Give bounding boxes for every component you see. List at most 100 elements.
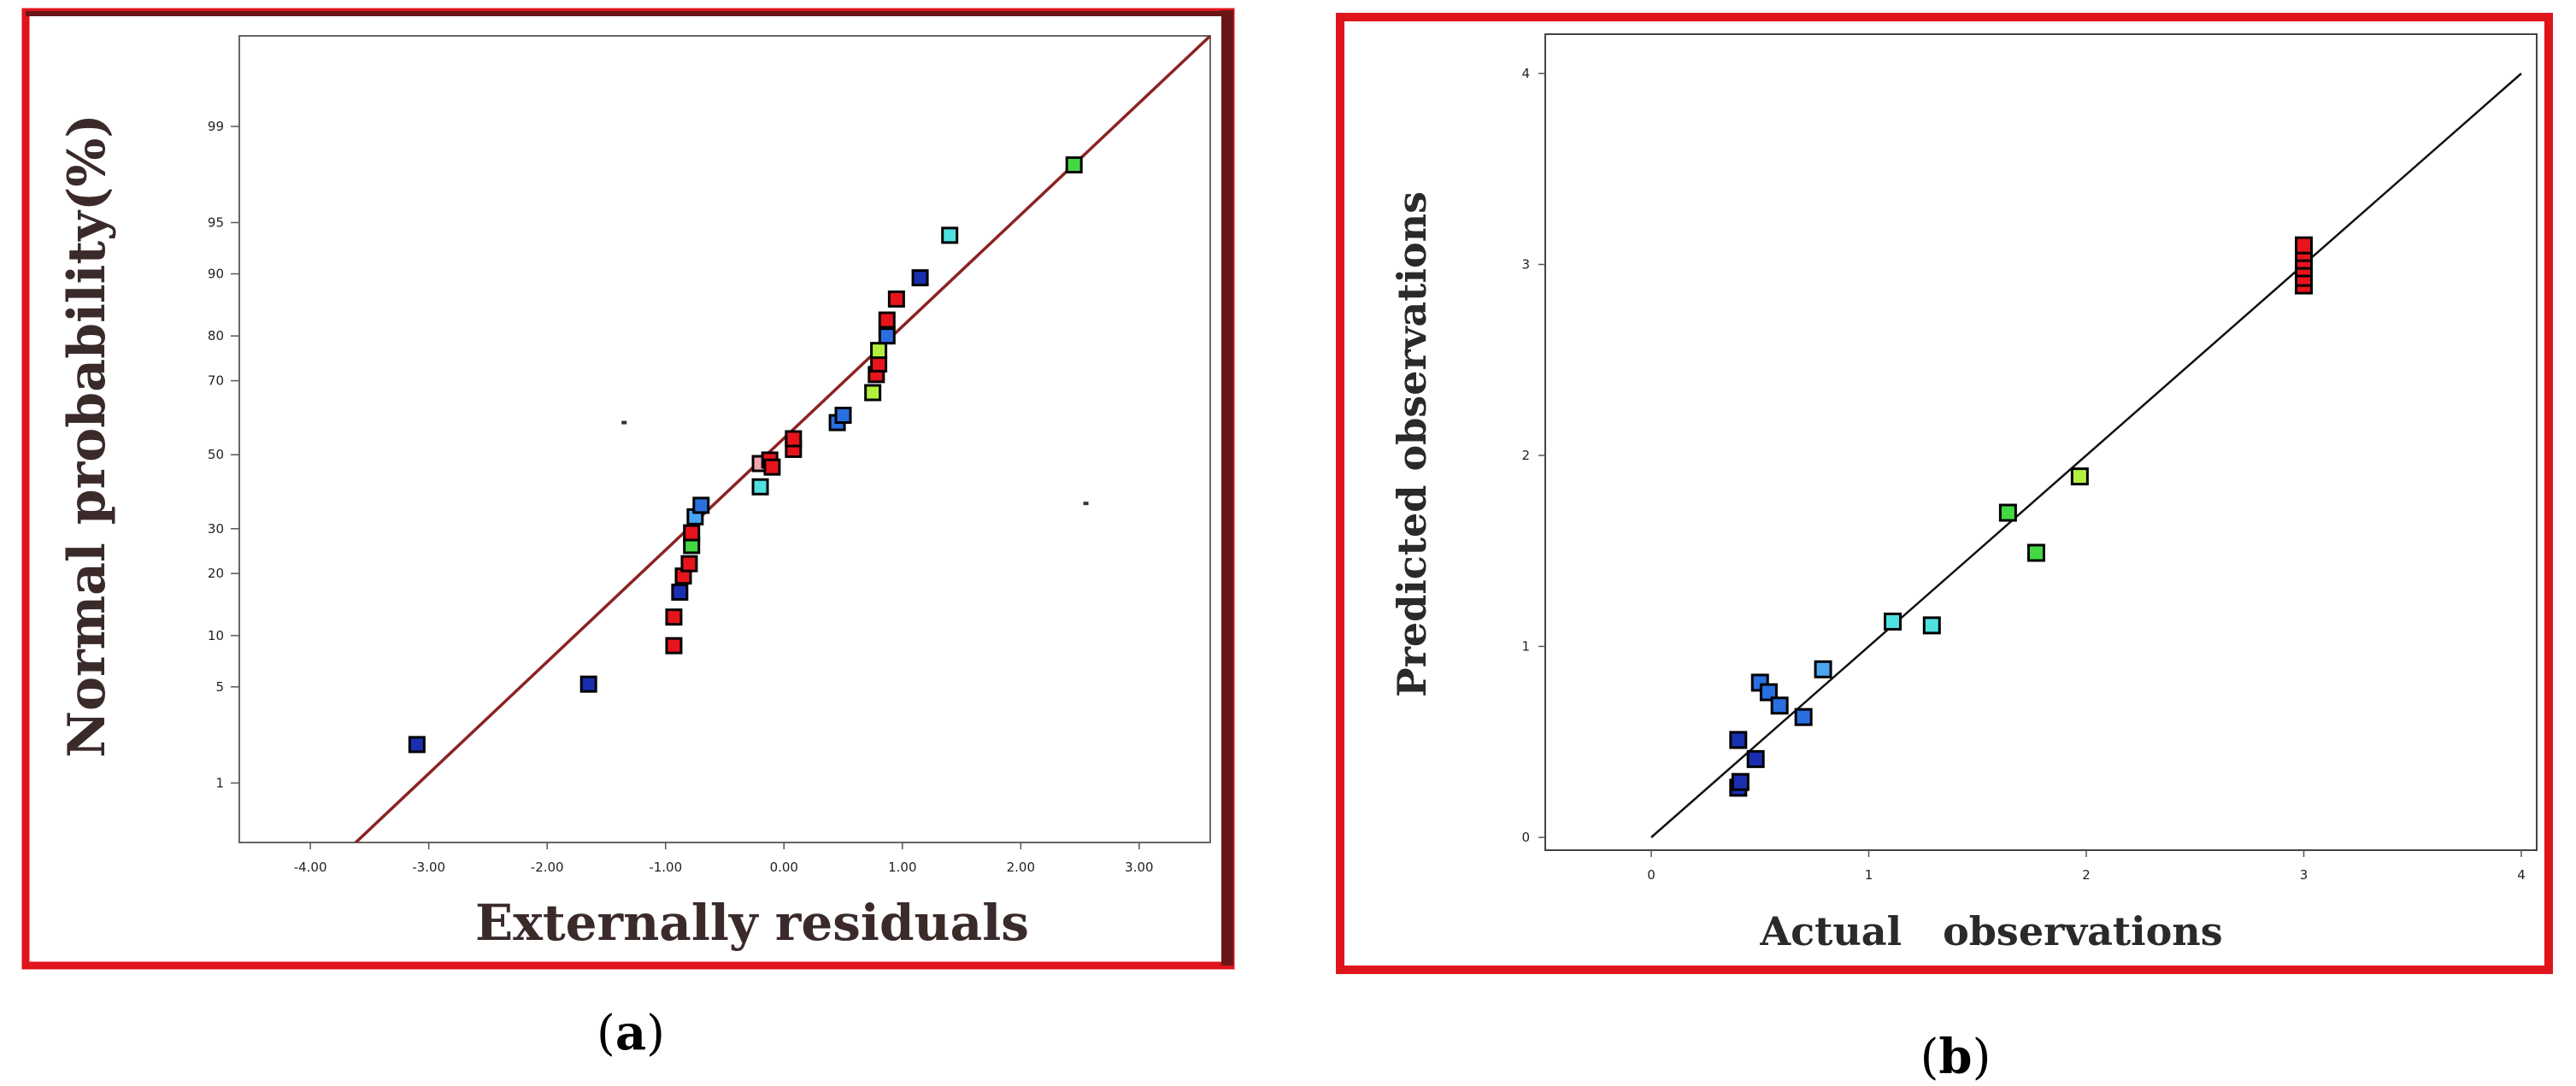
observation-point: [2295, 236, 2313, 255]
residual-point-fill: [880, 330, 893, 343]
panel-b-ylabel: Predicted observations: [1389, 191, 1435, 697]
y-tick-label: 4: [1521, 66, 1530, 81]
panel-b-points: [1729, 236, 2313, 797]
x-tick-label: -3.00: [412, 860, 445, 875]
panel-a-ylabel: Normal probability(%): [57, 114, 117, 758]
observation-point-fill: [2297, 238, 2310, 252]
residual-point-fill: [683, 557, 696, 570]
panel-a: -4.00 -3.00 -2.00 -1.00 0.00 1.00 2.00 3.00 1 5 10…: [21, 8, 1235, 970]
y-tick-label: 0: [1521, 830, 1530, 845]
panel-b-plot-border: [1544, 33, 2538, 851]
residual-speck: [621, 420, 627, 425]
residual-point-fill: [766, 461, 779, 473]
observation-point-fill: [2029, 546, 2043, 560]
panel-b-caption-letter: b: [1938, 1029, 1972, 1085]
panel-a-caption: (a): [597, 1005, 665, 1061]
residual-point: [785, 430, 803, 448]
residual-point-fill: [695, 499, 708, 512]
y-tick-label: 10: [208, 628, 224, 643]
residual-point-fill: [668, 611, 680, 624]
residual-point: [870, 355, 888, 373]
x-tick-label: 0.00: [770, 860, 798, 875]
residual-point-fill: [873, 344, 885, 357]
y-tick-label: 70: [208, 373, 224, 389]
panel-a-ticks: -4.00 -3.00 -2.00 -1.00 0.00 1.00 2.00 3.00 1 5 10…: [208, 119, 1154, 875]
residual-point-fill: [1067, 158, 1080, 171]
y-tick-label: 99: [208, 119, 224, 134]
observation-point: [2026, 543, 2045, 562]
y-tick-label: 30: [208, 521, 224, 537]
observation-point: [1814, 660, 1832, 678]
residual-point: [1065, 156, 1083, 173]
panel-b-caption: (b): [1920, 1029, 1991, 1085]
residual-point-fill: [410, 738, 423, 751]
panel-a-specks: [621, 420, 1089, 506]
observation-point-fill: [1749, 752, 1762, 766]
residual-point: [665, 637, 683, 655]
panel-b-xlabel: Actual observations: [1759, 908, 2222, 954]
observation-point-fill: [1732, 733, 1745, 747]
observation-point-fill: [1761, 685, 1775, 699]
residual-point: [864, 384, 882, 402]
residual-point-fill: [837, 409, 850, 422]
y-tick-label: 2: [1521, 448, 1530, 463]
y-tick-label: 80: [208, 328, 224, 343]
residual-point-fill: [914, 272, 926, 285]
residual-point-fill: [787, 432, 800, 445]
x-tick-label: 3: [2300, 867, 2308, 883]
residual-point: [680, 555, 698, 572]
y-tick-label: 90: [208, 266, 224, 281]
y-tick-label: 1: [215, 775, 224, 790]
x-tick-label: 4: [2517, 867, 2526, 883]
y-tick-label: 20: [208, 566, 224, 581]
residual-point-fill: [582, 678, 595, 690]
observation-point-fill: [1733, 775, 1747, 789]
residual-point-fill: [890, 292, 903, 305]
observation-point: [1998, 503, 2017, 522]
residual-speck: [1083, 502, 1089, 506]
x-tick-label: -4.00: [294, 860, 327, 875]
residual-point: [579, 675, 597, 693]
residual-point-fill: [754, 480, 767, 493]
observation-point-fill: [1816, 662, 1830, 676]
residual-point: [878, 327, 896, 345]
residual-point-fill: [685, 539, 698, 552]
x-tick-label: 1: [1865, 867, 1873, 883]
residual-point: [941, 226, 959, 244]
y-tick-label: 5: [215, 679, 224, 695]
residual-point-fill: [867, 386, 879, 399]
x-tick-label: 0: [1647, 867, 1656, 883]
residual-point: [911, 269, 929, 287]
panel-b-ticks: 0 1 2 3 4 0 1 2 3 4: [1521, 66, 2525, 883]
observation-point-fill: [1773, 699, 1786, 713]
observation-point-fill: [1797, 710, 1810, 724]
observation-point-fill: [1885, 614, 1899, 628]
x-tick-label: 1.00: [888, 860, 916, 875]
observation-point: [1794, 707, 1813, 726]
x-tick-label: 3.00: [1125, 860, 1153, 875]
residual-point: [671, 584, 689, 602]
residual-point-fill: [944, 229, 956, 242]
panel-a-plot-border: [238, 35, 1211, 843]
x-tick-label: 2: [2082, 867, 2091, 883]
residual-point: [887, 290, 905, 308]
observation-point: [2070, 467, 2089, 486]
residual-point: [751, 478, 769, 496]
observation-point: [1729, 731, 1748, 749]
panel-a-caption-letter: a: [615, 1005, 646, 1061]
residual-point: [834, 407, 852, 425]
observation-point-fill: [2073, 470, 2086, 484]
residual-point: [870, 342, 888, 360]
panel-b-frame: [1336, 13, 2553, 974]
panel-b: 0 1 2 3 4 0 1 2 3 4 Predicted observations Actual…: [1336, 13, 2553, 974]
residual-point: [665, 608, 683, 626]
residual-point-fill: [668, 639, 680, 652]
observation-point-fill: [2001, 506, 2014, 520]
residual-point: [674, 567, 692, 585]
residual-point-fill: [873, 357, 885, 370]
residual-point: [683, 524, 701, 542]
y-tick-label: 3: [1521, 257, 1530, 273]
observation-point: [1746, 749, 1765, 768]
observation-point: [1883, 612, 1902, 631]
